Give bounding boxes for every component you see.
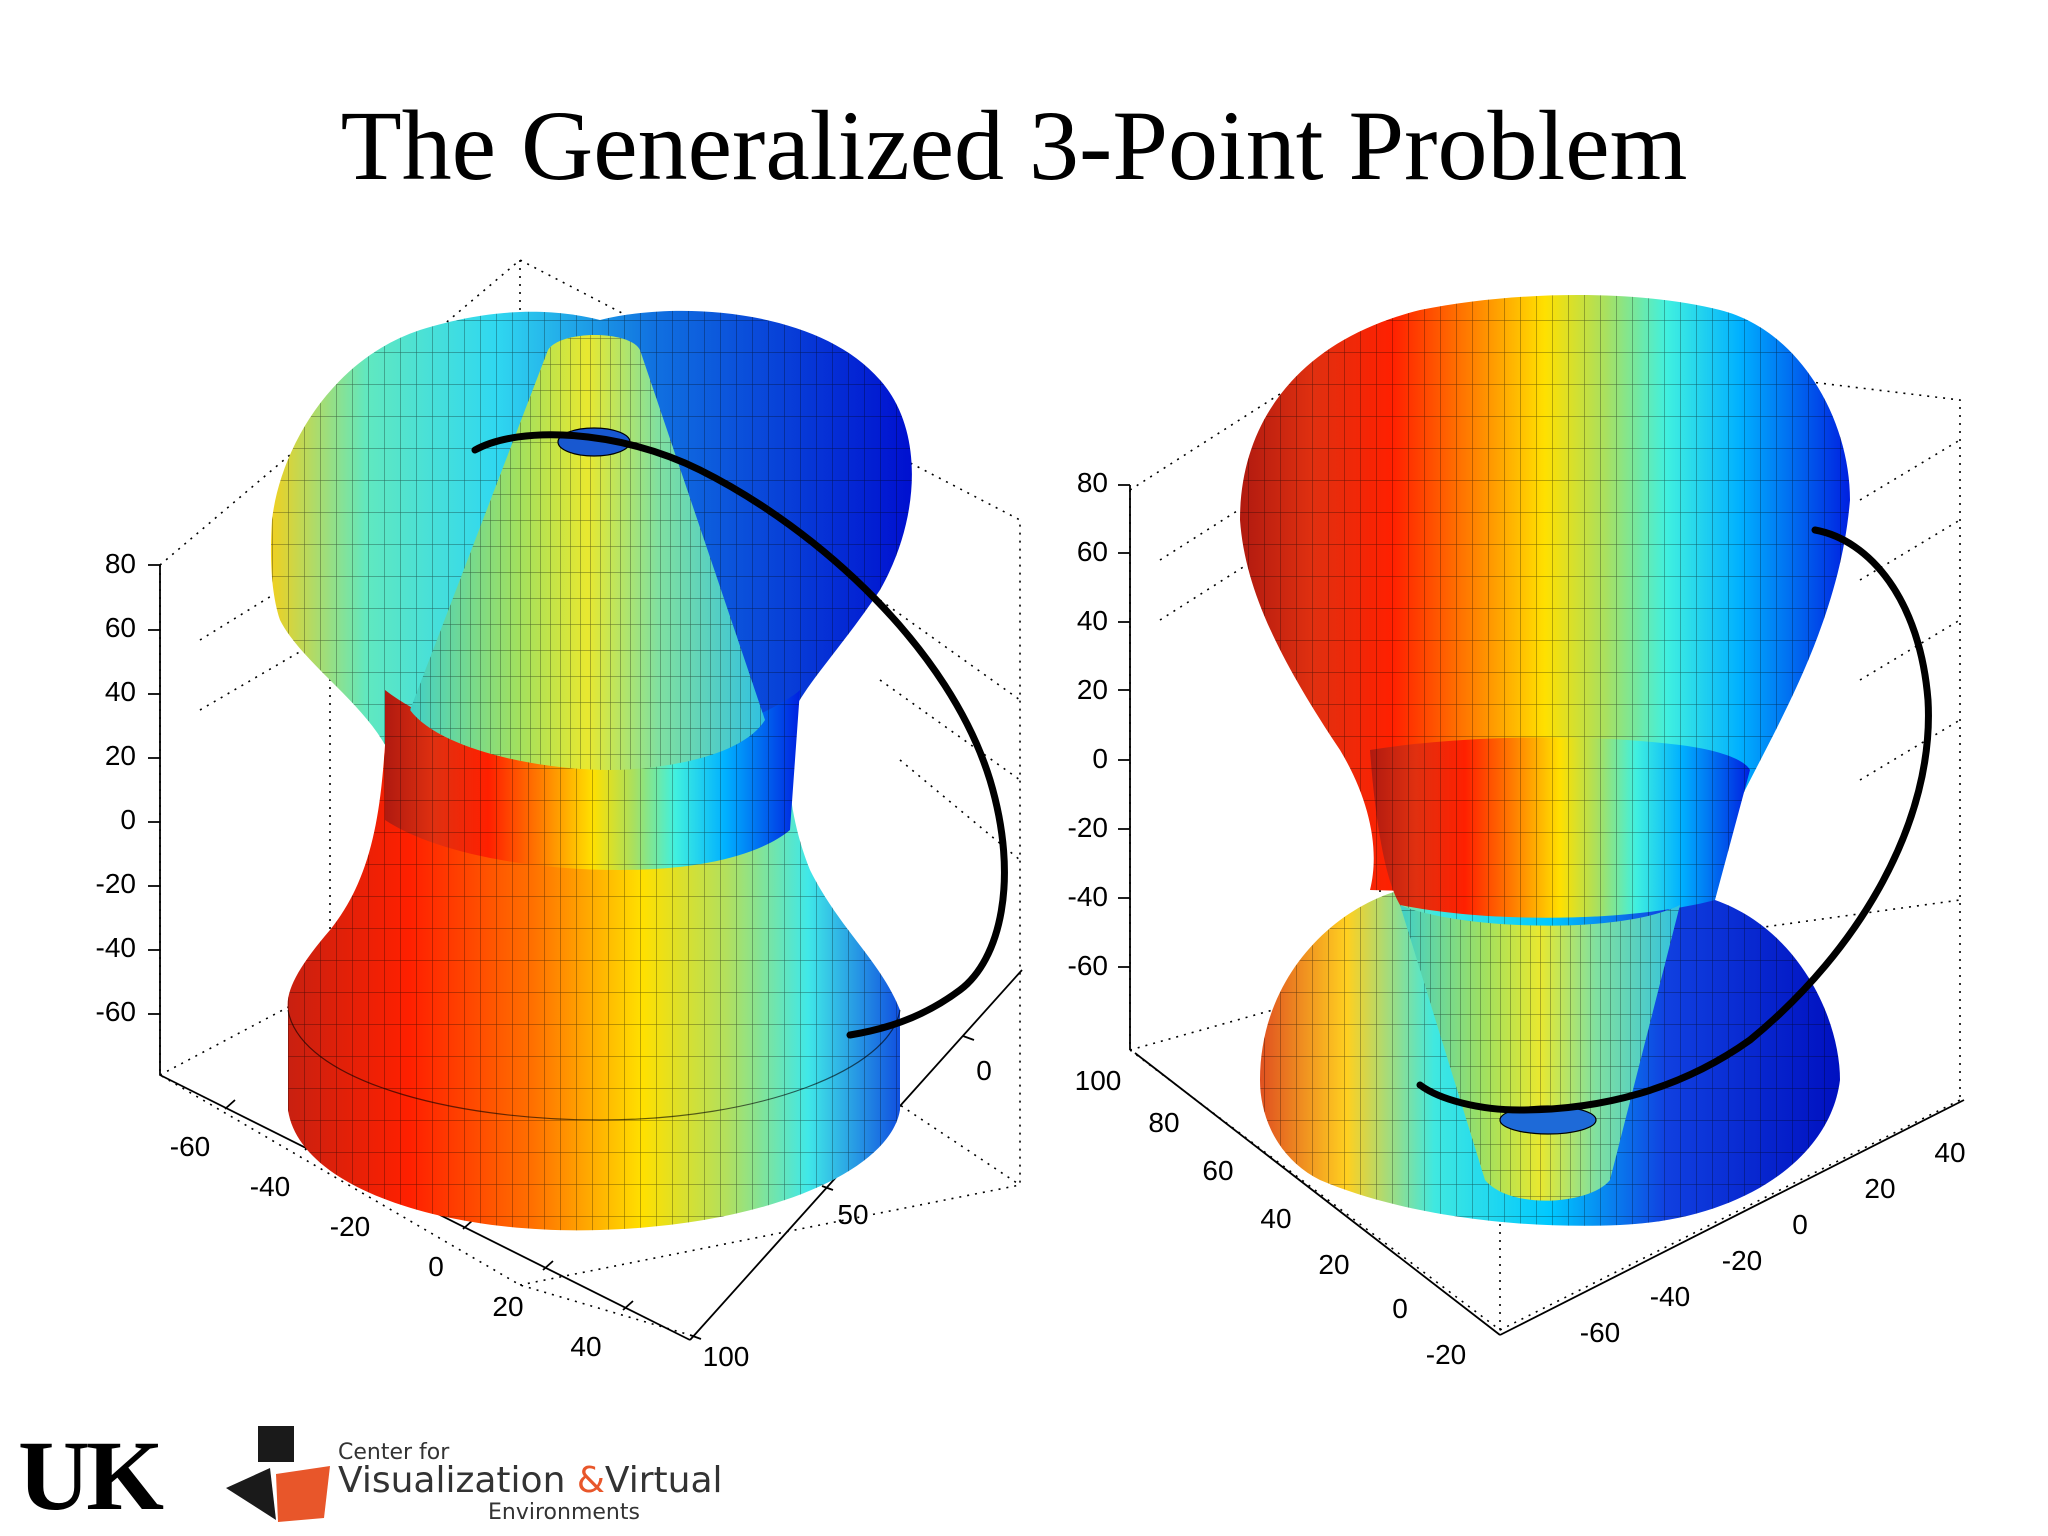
y-tick: 100 bbox=[703, 1341, 750, 1372]
left-hyperboloid-surface bbox=[270, 310, 912, 1231]
z-tick: 0 bbox=[120, 804, 136, 835]
z-tick: -40 bbox=[96, 932, 136, 963]
x-tick: -20 bbox=[330, 1211, 370, 1242]
cvve-logo-ampersand: & bbox=[576, 1460, 605, 1501]
z-tick: -60 bbox=[96, 996, 136, 1027]
uk-logo: UK bbox=[18, 1420, 164, 1531]
z-tick: -40 bbox=[1068, 881, 1108, 912]
z-tick: -20 bbox=[96, 868, 136, 899]
z-tick: 20 bbox=[1077, 674, 1108, 705]
right-plot-z-ticks: 80 60 40 20 0 -20 -40 -60 bbox=[1068, 467, 1108, 981]
x-tick: 40 bbox=[570, 1331, 601, 1362]
x-tick: -20 bbox=[1426, 1339, 1466, 1370]
cvve-logo-visualization: Visualization bbox=[338, 1460, 566, 1501]
z-tick: 20 bbox=[105, 740, 136, 771]
x-tick: 60 bbox=[1202, 1155, 1233, 1186]
z-tick: 80 bbox=[105, 548, 136, 579]
z-tick: 60 bbox=[1077, 536, 1108, 567]
z-tick: 0 bbox=[1092, 743, 1108, 774]
z-tick: 40 bbox=[1077, 605, 1108, 636]
cvve-logo-line2: Visualization &Virtual bbox=[338, 1460, 723, 1501]
x-tick: 20 bbox=[1318, 1249, 1349, 1280]
right-plot-y-ticks: 40 20 0 -20 -40 -60 bbox=[1580, 1137, 1966, 1348]
z-tick: 60 bbox=[105, 612, 136, 643]
left-plot-z-ticks: 80 60 40 20 0 -20 -40 -60 bbox=[96, 548, 136, 1027]
y-tick: 40 bbox=[1934, 1137, 1965, 1168]
left-plot-y-ticks: 0 50 100 bbox=[703, 1055, 992, 1372]
x-tick: 0 bbox=[428, 1251, 444, 1282]
cvve-logo-line3: Environments bbox=[488, 1500, 640, 1525]
x-tick: 40 bbox=[1260, 1203, 1291, 1234]
cvve-logo-line1: Center for bbox=[338, 1440, 450, 1465]
y-tick: -20 bbox=[1722, 1245, 1762, 1276]
z-tick: -20 bbox=[1068, 812, 1108, 843]
z-tick: 40 bbox=[105, 676, 136, 707]
right-plot-axes bbox=[1118, 484, 1965, 1336]
z-tick: 80 bbox=[1077, 467, 1108, 498]
x-tick: 100 bbox=[1075, 1065, 1122, 1096]
left-plot: 80 60 40 20 0 -20 -40 -60 -60 -40 -20 0 … bbox=[96, 259, 1023, 1372]
x-tick: -40 bbox=[250, 1171, 290, 1202]
cvve-logo-virtual: Virtual bbox=[604, 1460, 723, 1501]
y-tick: 50 bbox=[837, 1199, 868, 1230]
right-plot-x-ticks: 100 80 60 40 20 0 -20 bbox=[1075, 1065, 1467, 1370]
x-tick: 80 bbox=[1148, 1107, 1179, 1138]
right-intersection-curve bbox=[1416, 526, 1932, 1114]
x-tick: -60 bbox=[170, 1131, 210, 1162]
right-plot: 80 60 40 20 0 -20 -40 -60 100 80 60 40 2… bbox=[1068, 295, 1966, 1370]
x-tick: 0 bbox=[1392, 1293, 1408, 1324]
y-tick: 0 bbox=[1792, 1209, 1808, 1240]
y-tick: -60 bbox=[1580, 1317, 1620, 1348]
y-tick: 0 bbox=[976, 1055, 992, 1086]
slide-title: The Generalized 3-Point Problem bbox=[340, 90, 1688, 201]
right-hyperboloid-surface bbox=[1240, 295, 1850, 1226]
y-tick: -40 bbox=[1650, 1281, 1690, 1312]
left-plot-x-ticks: -60 -40 -20 0 20 40 bbox=[170, 1131, 602, 1362]
left-intersection-curve bbox=[471, 431, 1008, 1039]
cvve-logo-mark bbox=[226, 1426, 330, 1522]
z-tick: -60 bbox=[1068, 950, 1108, 981]
x-tick: 20 bbox=[492, 1291, 523, 1322]
y-tick: 20 bbox=[1864, 1173, 1895, 1204]
